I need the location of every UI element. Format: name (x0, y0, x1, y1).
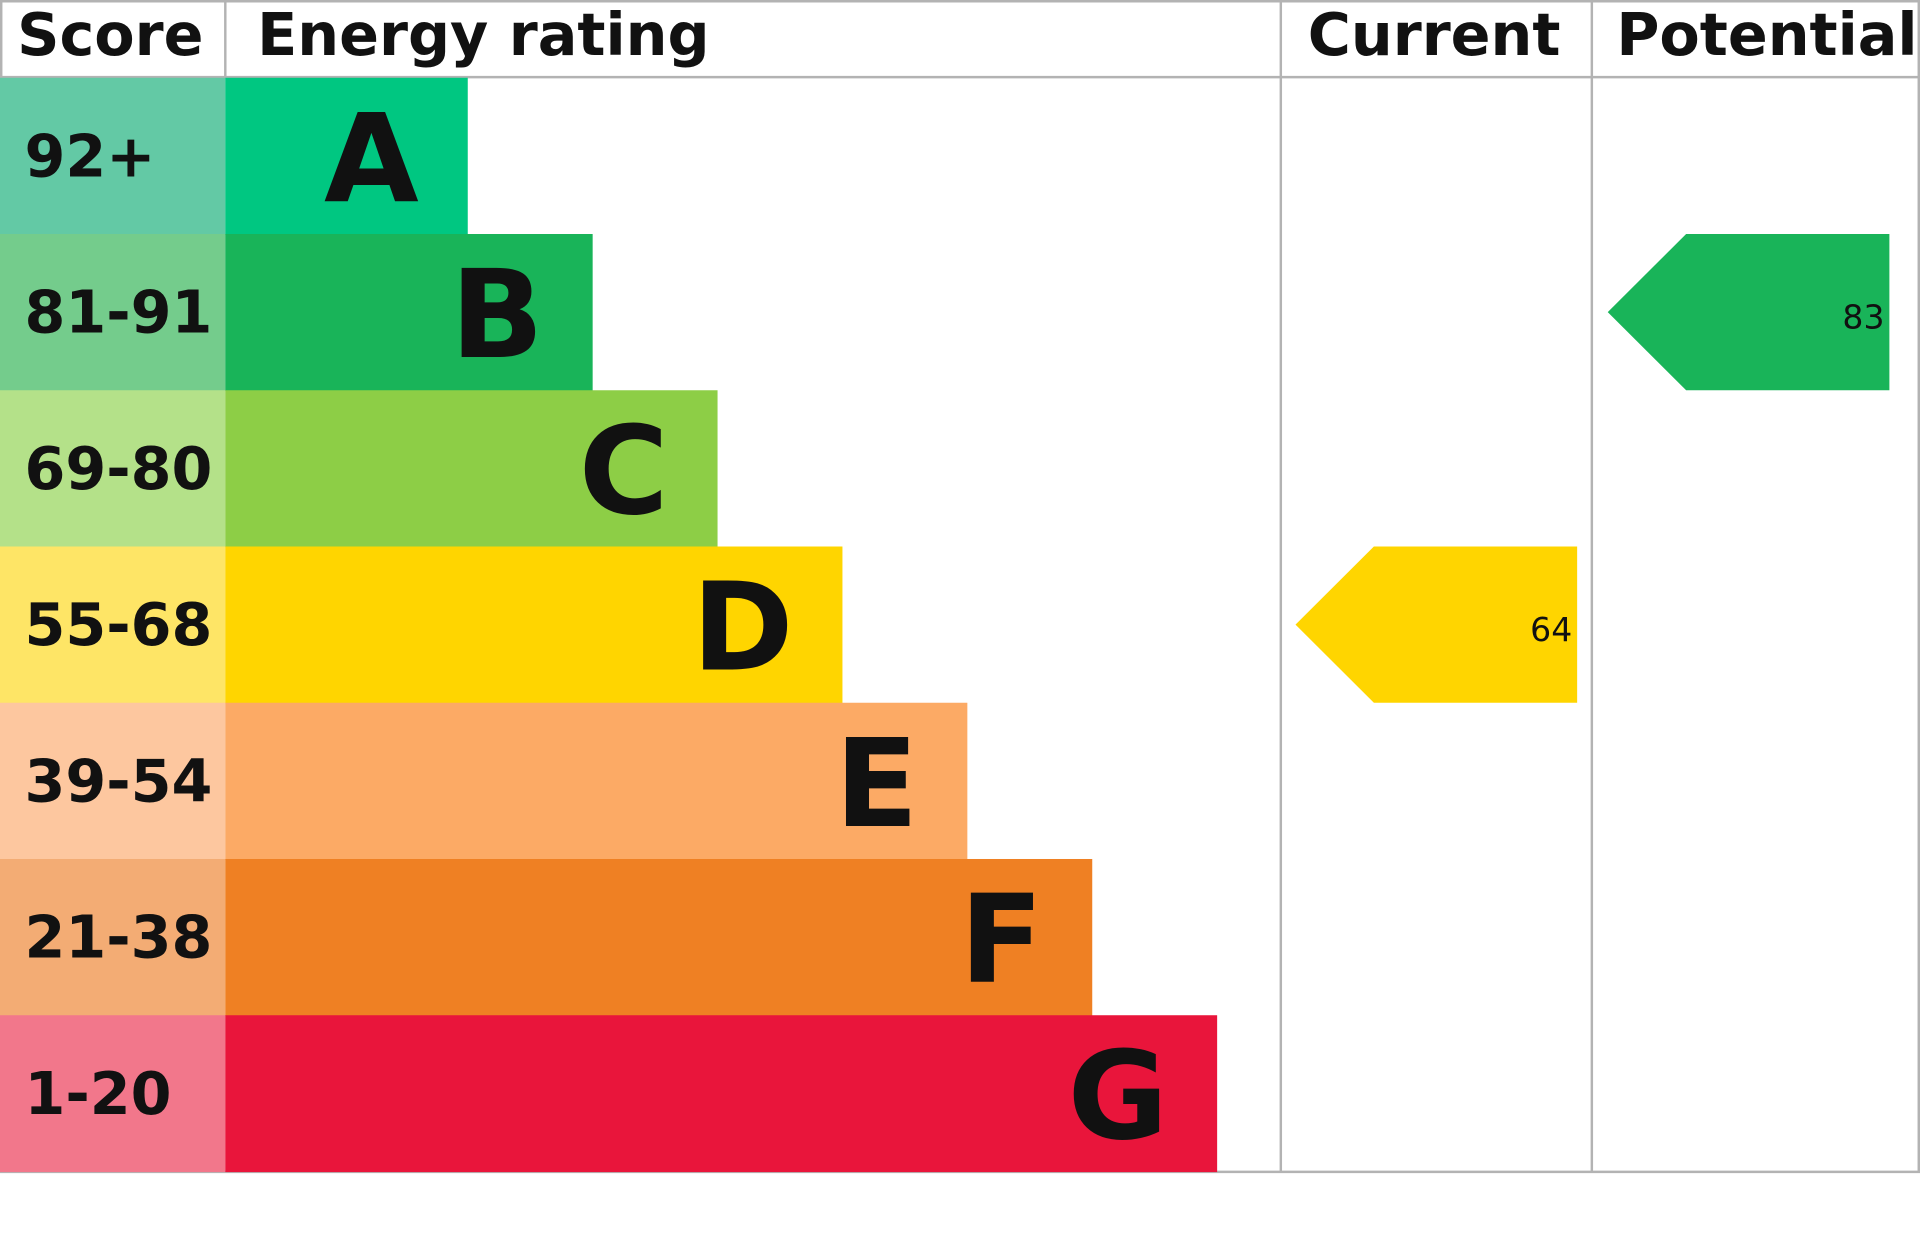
rating-bar (225, 858, 1093, 1016)
rating-bar (225, 234, 593, 391)
rating-bar (225, 390, 718, 548)
rating-letter: C (579, 399, 669, 542)
rating-letter: G (1068, 1024, 1169, 1167)
score-range: 92+ (24, 121, 155, 190)
header-current: Current (1308, 0, 1561, 69)
score-range: 81-91 (24, 278, 212, 347)
score-cell (0, 546, 226, 704)
score-cell (0, 1015, 226, 1173)
rating-letter: E (835, 712, 919, 855)
rating-bar (225, 702, 968, 860)
rating-letter: F (960, 868, 1044, 1011)
score-range: 39-54 (24, 746, 212, 815)
rating-bar (225, 546, 843, 704)
score-cell (0, 234, 226, 391)
potential-arrow (1607, 234, 1890, 391)
current-value: 64 (1530, 610, 1572, 649)
rating-letter: B (450, 243, 543, 386)
rating-letter: A (324, 87, 419, 230)
score-range: 55-68 (24, 590, 212, 659)
score-range: 21-38 (24, 903, 212, 972)
rating-bar (225, 1015, 1218, 1173)
score-cell (0, 390, 226, 548)
rating-bar (225, 77, 468, 235)
score-range: 1-20 (24, 1059, 171, 1128)
score-range: 69-80 (24, 434, 212, 503)
score-cell (0, 77, 226, 235)
score-cell (0, 702, 226, 860)
score-cell (0, 858, 226, 1016)
header-potential: Potential (1616, 0, 1917, 69)
header-score: Score (17, 0, 203, 69)
header-energy-rating: Energy rating (257, 0, 709, 69)
potential-value: 83 (1842, 298, 1884, 337)
rating-letter: D (692, 556, 794, 699)
current-arrow (1295, 546, 1578, 703)
